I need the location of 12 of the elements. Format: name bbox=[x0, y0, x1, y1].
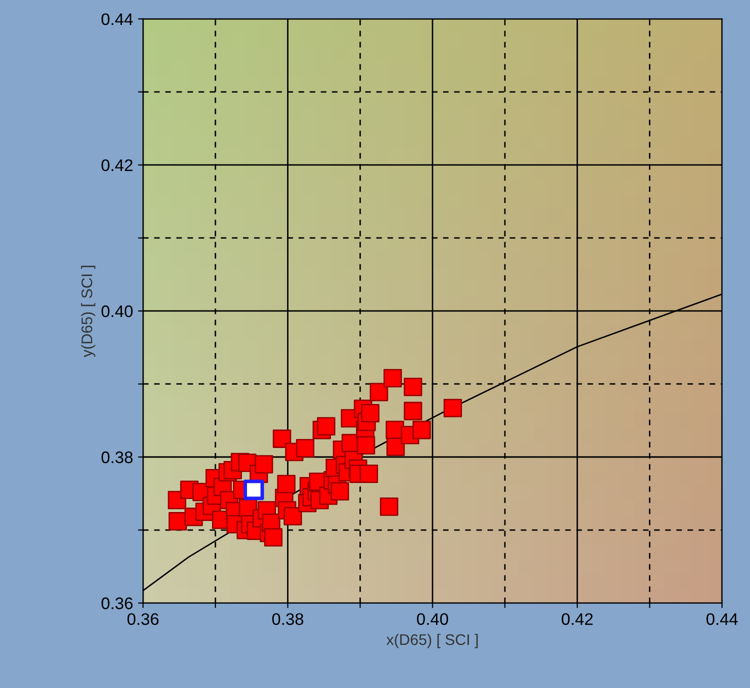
y-tick-label: 0.38 bbox=[102, 451, 133, 464]
x-tick-label: 0.42 bbox=[562, 613, 593, 625]
y-tick-label: 0.44 bbox=[102, 13, 133, 26]
y-axis-title: y(D65) [ SCI ] bbox=[81, 266, 96, 358]
x-axis-title: x(D65) [ SCI ] bbox=[386, 634, 478, 648]
x-tick-label: 0.44 bbox=[706, 613, 738, 625]
x-tick-label: 0.38 bbox=[272, 613, 304, 625]
x-tick-label: 0.36 bbox=[127, 613, 159, 625]
x-tick-label: 0.40 bbox=[416, 613, 448, 625]
y-tick-label: 0.42 bbox=[102, 159, 132, 172]
y-tick-label: 0.40 bbox=[102, 305, 133, 318]
y-tick-label: 0.36 bbox=[102, 597, 133, 610]
